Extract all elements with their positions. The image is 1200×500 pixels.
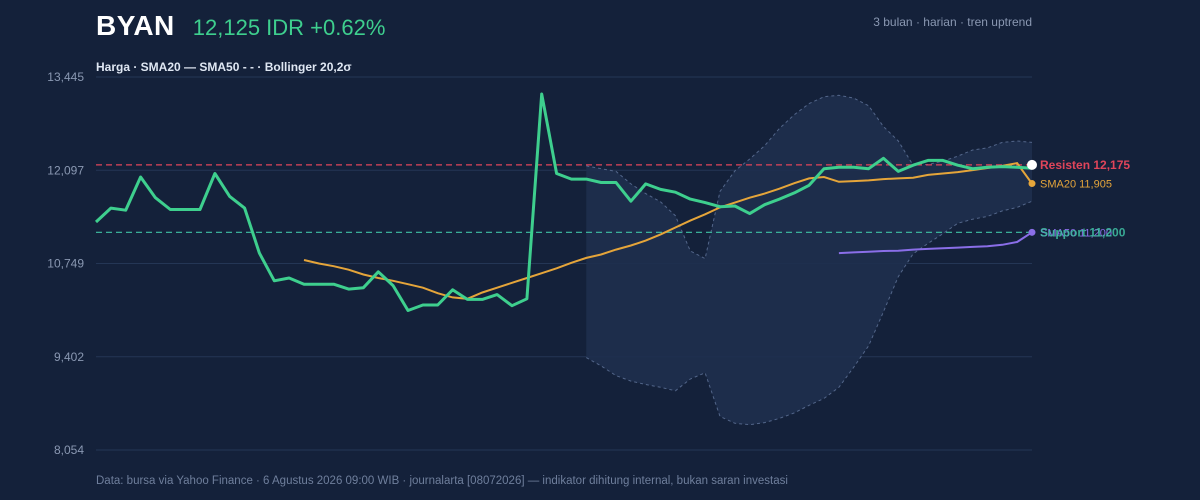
- resistance-label: Resisten 12,175: [1040, 158, 1130, 172]
- sma20-end-label: SMA20 11,905: [1040, 179, 1112, 191]
- price-line: [94, 92, 1033, 312]
- chart-meta: 3 bulan · harian · tren uptrend: [873, 15, 1032, 29]
- ticker-symbol: BYAN: [96, 10, 175, 41]
- y-tick-label: 12,097: [47, 163, 84, 177]
- sma20-line: [303, 161, 1033, 300]
- sma50-end-point: [1028, 228, 1036, 236]
- bollinger-upper-line: [586, 94, 1033, 260]
- bollinger-band-area: [586, 95, 1032, 425]
- support-label: Support 11,200: [1040, 225, 1126, 239]
- price-change: 12,125 IDR +0.62%: [192, 15, 386, 40]
- y-tick-label: 13,445: [47, 70, 84, 84]
- y-tick-label: 9,402: [54, 350, 84, 364]
- chart-header: BYAN 12,125 IDR +0.62%: [96, 10, 385, 42]
- source-footer: Data: bursa via Yahoo Finance · 6 Agustu…: [96, 475, 788, 487]
- sma20-end-point: [1028, 180, 1036, 188]
- bollinger-lower-line: [586, 200, 1033, 426]
- sma50-line: [838, 231, 1033, 255]
- chart-legend: Harga · SMA20 — SMA50 - - · Bollinger 20…: [96, 60, 352, 74]
- y-tick-label: 10,749: [47, 257, 84, 271]
- price-end-point: [1027, 159, 1037, 170]
- y-tick-label: 8,054: [54, 443, 84, 457]
- sma50-end-label: SMA50 11,200: [1040, 227, 1112, 239]
